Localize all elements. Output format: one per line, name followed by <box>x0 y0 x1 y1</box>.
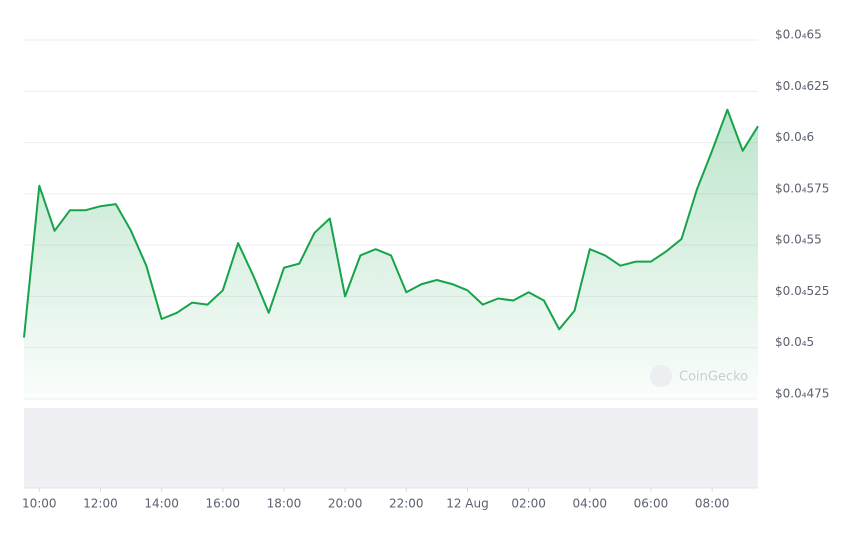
x-tick-label: 22:00 <box>389 497 424 511</box>
x-tick-label: 12 Aug <box>446 497 489 511</box>
watermark-text: CoinGecko <box>679 370 748 385</box>
y-tick-label: $0.0₄575 <box>775 181 829 195</box>
x-tick-label: 10:00 <box>22 497 57 511</box>
y-tick-label: $0.0₄475 <box>775 387 829 401</box>
volume-band <box>24 408 758 488</box>
x-tick-label: 12:00 <box>83 497 118 511</box>
x-tick-label: 14:00 <box>144 497 179 511</box>
watermark: CoinGecko <box>650 365 748 387</box>
x-tick-label: 16:00 <box>205 497 240 511</box>
x-tick-label: 20:00 <box>328 497 363 511</box>
y-tick-label: $0.0₄5 <box>775 335 814 349</box>
x-tick-label: 18:00 <box>267 497 302 511</box>
y-tick-label: $0.0₄65 <box>775 28 822 42</box>
price-area <box>24 109 758 399</box>
y-tick-label: $0.0₄6 <box>775 130 814 144</box>
y-tick-label: $0.0₄55 <box>775 233 822 247</box>
price-line <box>23 108 759 338</box>
x-tick-label: 04:00 <box>572 497 607 511</box>
y-tick-label: $0.0₄625 <box>775 79 829 93</box>
x-tick-label: 02:00 <box>511 497 546 511</box>
x-tick-label: 08:00 <box>695 497 730 511</box>
y-tick-label: $0.0₄525 <box>775 284 829 298</box>
watermark-logo <box>650 365 672 387</box>
x-tick-label: 06:00 <box>634 497 669 511</box>
